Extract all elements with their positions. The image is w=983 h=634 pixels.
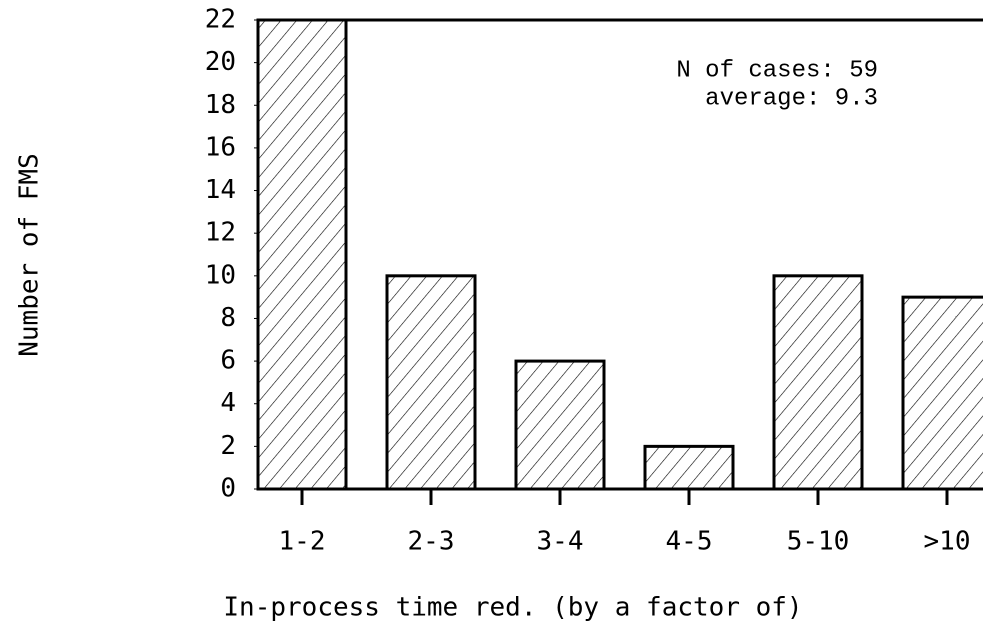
annotation: average: 9.3 — [705, 85, 878, 112]
bar — [772, 274, 864, 491]
y-tick-label: 16 — [205, 132, 236, 162]
y-tick-label: 4 — [220, 388, 236, 418]
y-tick-label: 18 — [205, 90, 236, 120]
x-tick-label: 5-10 — [787, 527, 850, 557]
x-tick-label: 2-3 — [408, 527, 455, 557]
y-tick-label: 0 — [220, 474, 236, 504]
y-tick-label: 10 — [205, 260, 236, 290]
x-tick-label: >10 — [924, 527, 971, 557]
y-tick-label: 6 — [220, 346, 236, 376]
bar — [901, 295, 983, 491]
x-tick-label: 3-4 — [537, 527, 584, 557]
y-tick-label: 2 — [220, 431, 236, 461]
y-tick-label: 20 — [205, 47, 236, 77]
y-tick-label: 8 — [220, 303, 236, 333]
x-tick-label: 4-5 — [666, 527, 713, 557]
y-tick-label: 22 — [205, 5, 236, 35]
x-tick-label: 1-2 — [279, 527, 326, 557]
bar — [643, 444, 735, 491]
y-axis-label: Number of FMS — [15, 153, 45, 357]
bar — [256, 18, 348, 491]
x-axis-label: In-process time red. (by a factor of) — [223, 593, 802, 623]
bar — [514, 359, 606, 491]
y-tick-label: 12 — [205, 218, 236, 248]
y-tick-label: 14 — [205, 175, 236, 205]
bar — [385, 274, 477, 491]
annotation: N of cases: 59 — [676, 57, 878, 84]
